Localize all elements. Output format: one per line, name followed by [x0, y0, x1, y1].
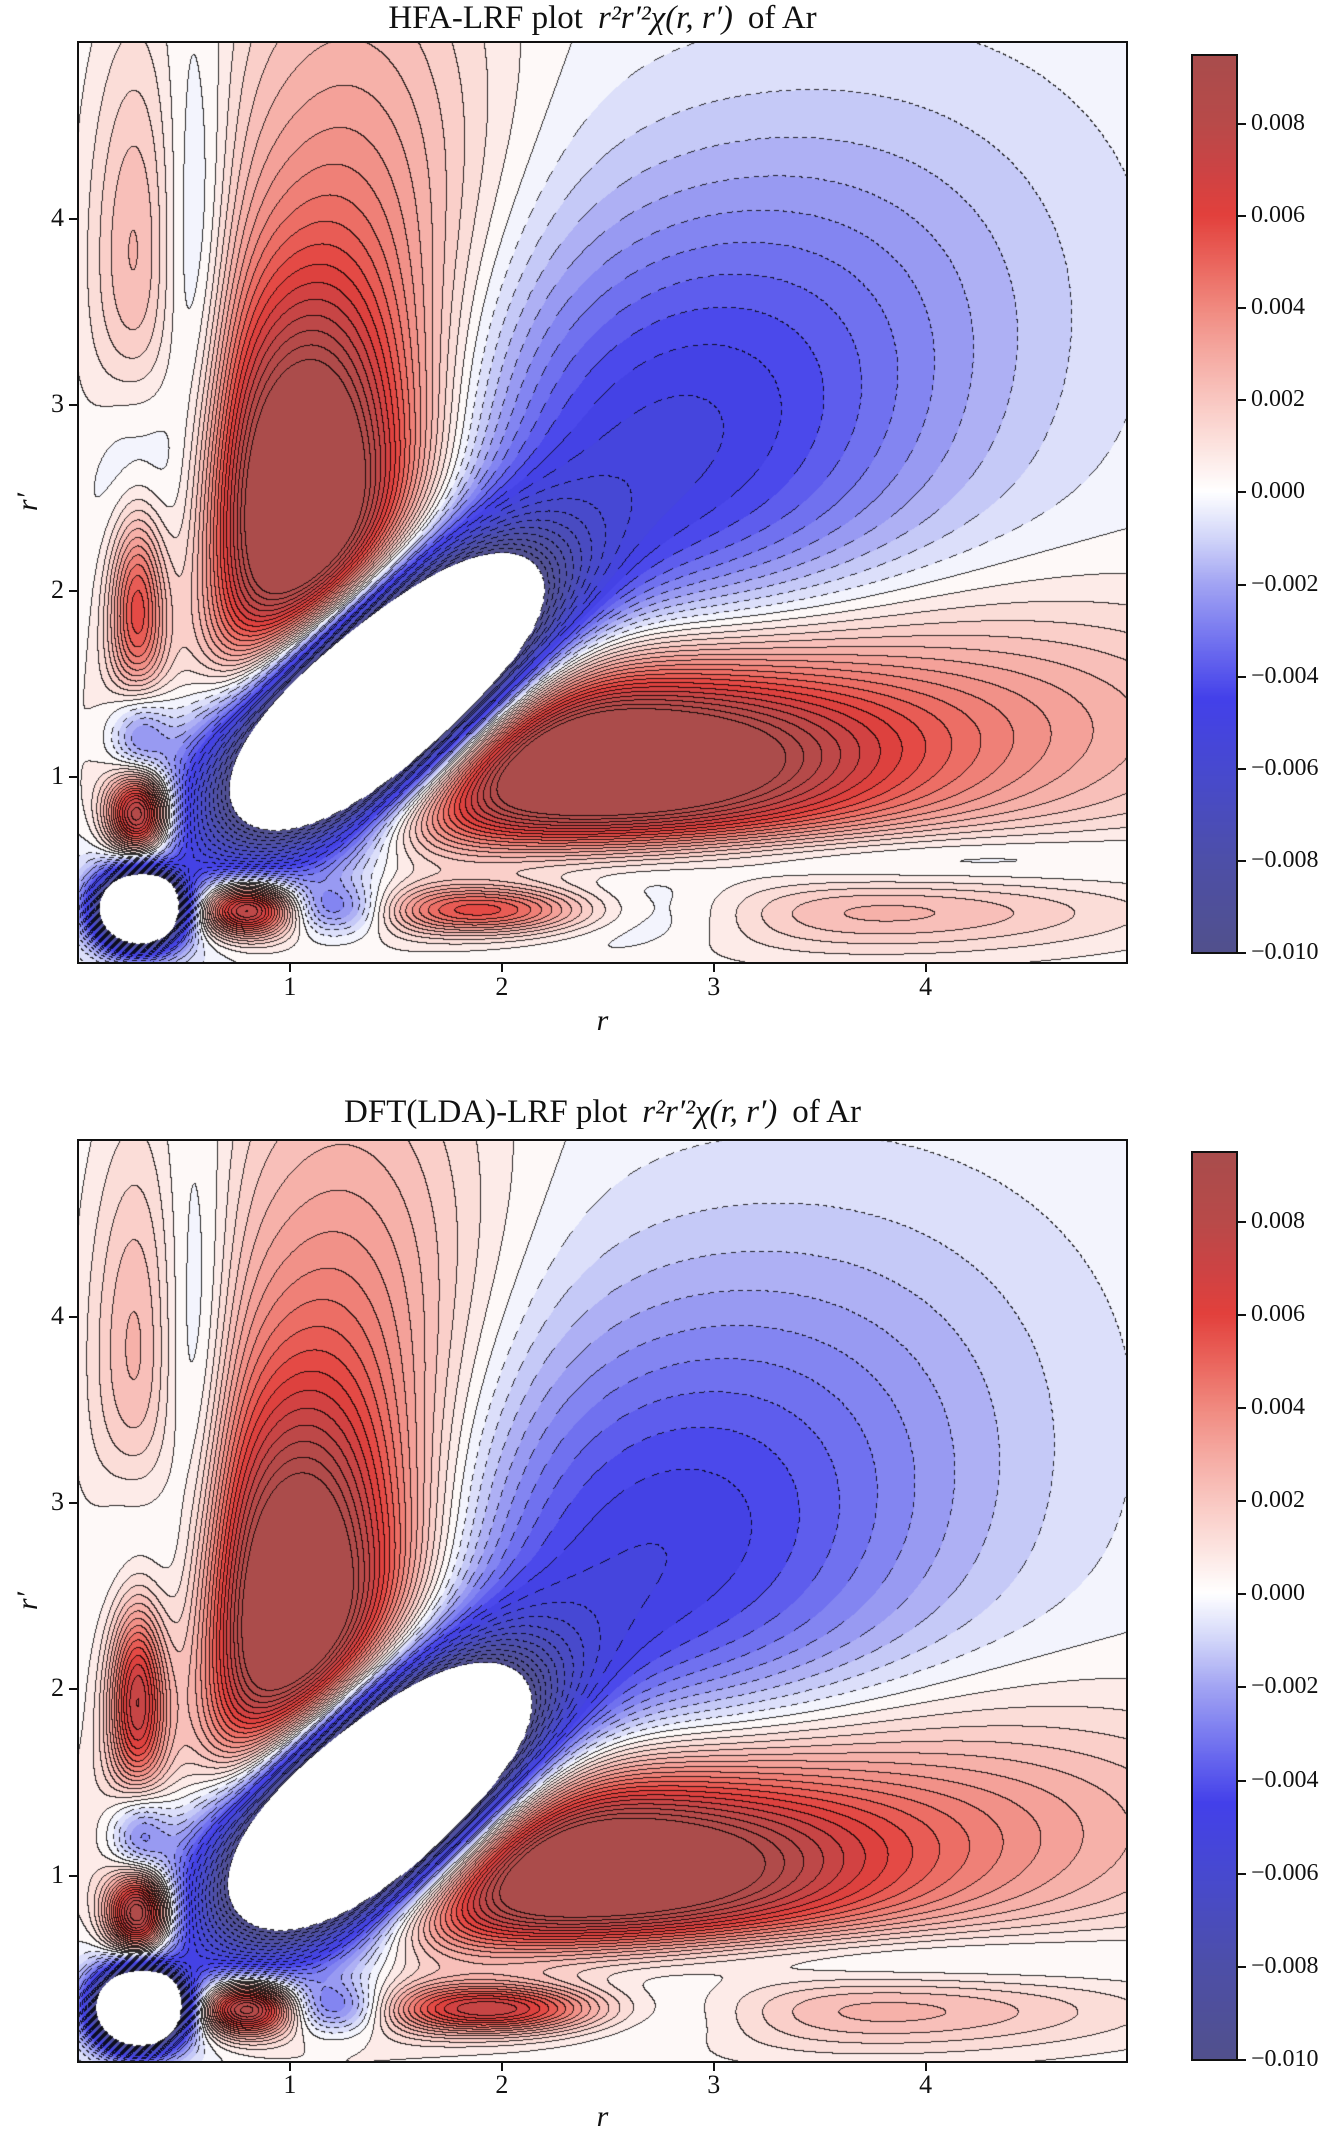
colorbar-tick	[1237, 952, 1246, 954]
colorbar-tick-label: 0.000	[1251, 478, 1305, 505]
colorbar-tick	[1237, 1407, 1246, 1410]
x-tick	[712, 2062, 715, 2071]
x-tick-label: 3	[707, 2070, 721, 2099]
hfa-x-axis-label: r	[596, 1004, 609, 1037]
y-tick	[69, 775, 78, 778]
colorbar-tick	[1237, 1220, 1246, 1223]
colorbar-tick-label: −0.006	[1251, 754, 1319, 781]
y-tick	[69, 1502, 78, 1505]
dft-x-axis-label: r	[596, 2100, 609, 2133]
colorbar-tick-label: −0.008	[1251, 846, 1319, 873]
colorbar-tick	[1237, 215, 1246, 218]
y-tick-label: 4	[51, 1300, 64, 1330]
dft-title-prefix: DFT(LDA)-LRF plot	[344, 1094, 628, 1130]
dft-title-math: r²r′²χ(r, r′)	[642, 1094, 778, 1130]
x-tick-label: 1	[283, 2070, 297, 2099]
y-tick-label: 4	[51, 202, 64, 232]
colorbar-tick-label: −0.004	[1251, 1766, 1319, 1793]
y-tick-label: 2	[51, 574, 64, 604]
colorbar-tick-label: −0.010	[1251, 939, 1319, 965]
colorbar-tick-label: −0.010	[1251, 2046, 1319, 2072]
colorbar-tick	[1237, 859, 1246, 862]
dft-y-axis-label: r′	[11, 1591, 44, 1611]
y-tick-label: 3	[51, 1487, 64, 1517]
hfa-title-math: r²r′²χ(r, r′)	[597, 0, 733, 36]
hfa-plot-title: HFA-LRF plot r²r′²χ(r, r′) of Ar	[78, 0, 1127, 37]
dft-colorbar	[1191, 1151, 1238, 2061]
colorbar-tick-label: 0.004	[1251, 1394, 1305, 1421]
dft-title-suffix: of Ar	[792, 1094, 861, 1130]
colorbar-tick-label: −0.006	[1251, 1859, 1319, 1886]
x-tick	[288, 2062, 291, 2071]
x-tick	[288, 963, 291, 972]
y-tick	[69, 403, 78, 406]
colorbar-tick-label: −0.002	[1251, 570, 1319, 597]
colorbar-tick	[1237, 399, 1246, 402]
colorbar-tick-label: 0.006	[1251, 202, 1305, 229]
x-tick	[924, 963, 927, 972]
colorbar-tick-label: 0.000	[1251, 1580, 1305, 1607]
y-tick	[69, 1688, 78, 1691]
colorbar-tick	[1237, 123, 1246, 126]
x-tick-label: 4	[919, 2070, 933, 2099]
hfa-contour-plot	[77, 41, 1128, 964]
colorbar-tick	[1237, 1872, 1246, 1875]
y-tick-label: 1	[51, 1859, 64, 1889]
x-tick	[924, 2062, 927, 2071]
y-tick	[69, 217, 78, 220]
x-tick	[500, 963, 503, 972]
colorbar-tick	[1237, 1686, 1246, 1689]
colorbar-tick	[1237, 1965, 1246, 1968]
colorbar-tick-label: 0.006	[1251, 1300, 1305, 1327]
x-tick-label: 2	[495, 2070, 509, 2099]
dft-plot-title: DFT(LDA)-LRF plot r²r′²χ(r, r′) of Ar	[78, 1094, 1127, 1131]
colorbar-tick-label: −0.002	[1251, 1673, 1319, 1700]
y-tick	[69, 1315, 78, 1318]
colorbar-tick-label: 0.002	[1251, 386, 1305, 413]
colorbar-tick	[1237, 1779, 1246, 1782]
colorbar-tick-label: −0.008	[1251, 1952, 1319, 1979]
colorbar-tick-label: 0.004	[1251, 294, 1305, 321]
x-tick-label: 3	[707, 972, 721, 1001]
y-tick	[69, 589, 78, 592]
colorbar-tick-label: 0.008	[1251, 1207, 1305, 1234]
dft-contour-plot	[77, 1139, 1128, 2063]
colorbar-tick	[1237, 491, 1246, 494]
y-tick-label: 1	[51, 760, 64, 790]
x-tick-label: 4	[919, 972, 933, 1001]
colorbar-tick	[1237, 675, 1246, 678]
hfa-title-prefix: HFA-LRF plot	[388, 0, 583, 36]
y-tick-label: 2	[51, 1673, 64, 1703]
x-tick-label: 2	[495, 972, 509, 1001]
colorbar-tick-label: −0.004	[1251, 662, 1319, 689]
colorbar-tick	[1237, 1313, 1246, 1316]
colorbar-tick	[1237, 2059, 1246, 2061]
colorbar-tick-label: 0.008	[1251, 110, 1305, 137]
x-tick	[712, 963, 715, 972]
hfa-y-axis-label: r′	[11, 492, 44, 512]
colorbar-tick	[1237, 307, 1246, 310]
hfa-title-suffix: of Ar	[747, 0, 817, 36]
colorbar-tick	[1237, 1593, 1246, 1596]
hfa-colorbar	[1191, 54, 1238, 954]
y-tick-label: 3	[51, 388, 64, 418]
x-tick	[500, 2062, 503, 2071]
x-tick-label: 1	[283, 972, 297, 1001]
colorbar-tick	[1237, 583, 1246, 586]
colorbar-tick	[1237, 767, 1246, 770]
colorbar-tick	[1237, 1500, 1246, 1503]
colorbar-tick-label: 0.002	[1251, 1487, 1305, 1514]
y-tick	[69, 1874, 78, 1877]
